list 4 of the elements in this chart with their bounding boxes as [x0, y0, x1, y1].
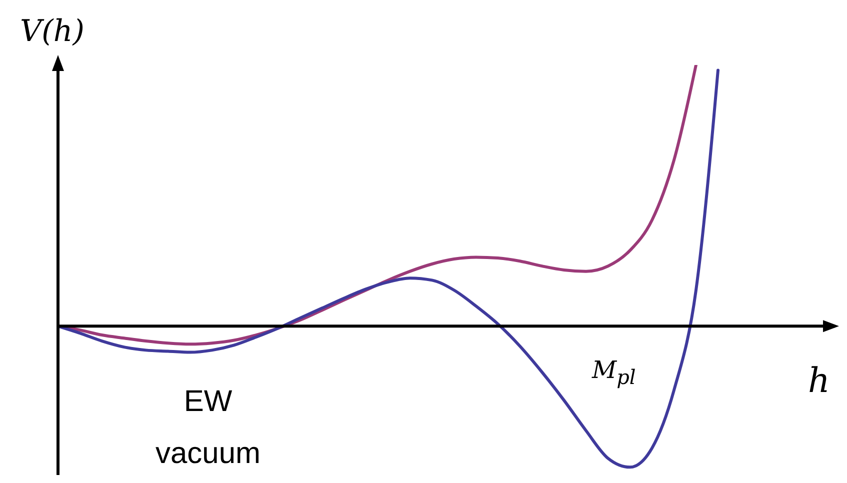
- y-axis-title: V(h): [20, 14, 84, 49]
- annotation: M$_{pl}$: [592, 356, 636, 389]
- annotation: EW vacuum: [154, 384, 262, 472]
- x-axis-title: h: [808, 361, 830, 402]
